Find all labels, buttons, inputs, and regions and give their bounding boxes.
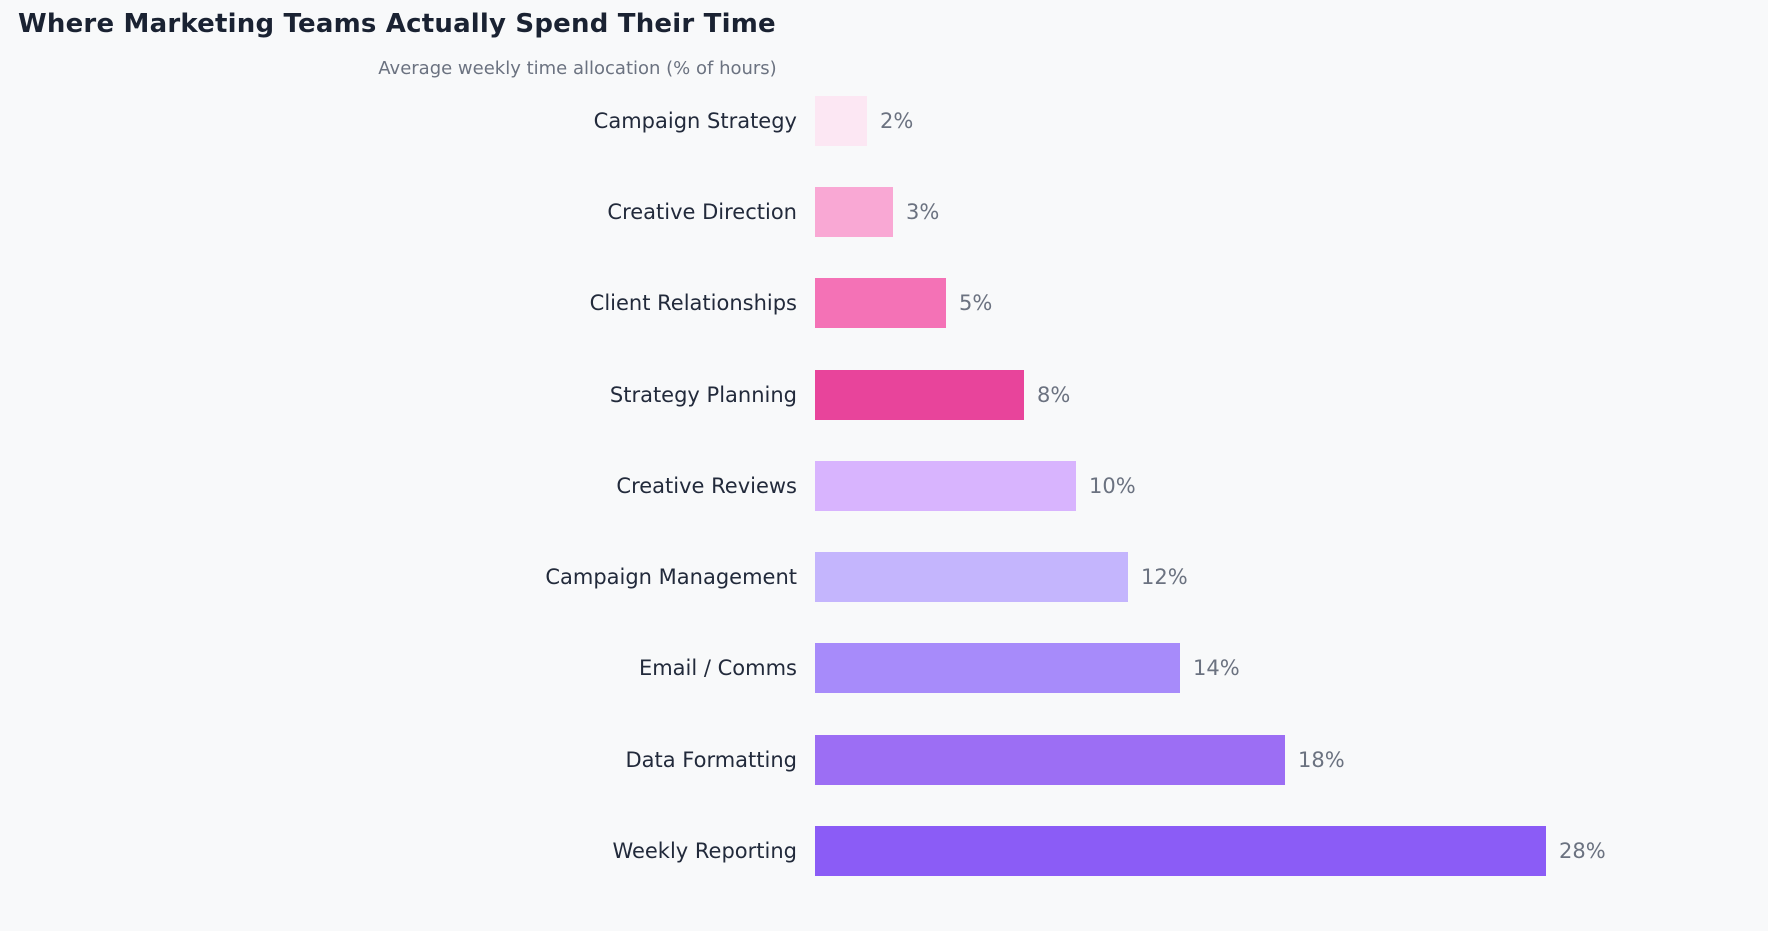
bar-area: 2% xyxy=(815,95,914,146)
category-label: Strategy Planning xyxy=(609,382,797,407)
chart-subtitle: Average weekly time allocation (% of hou… xyxy=(378,58,777,79)
bar-area: 14% xyxy=(815,643,1240,694)
bar xyxy=(815,95,867,146)
bar xyxy=(815,369,1024,420)
bar-area: 28% xyxy=(815,826,1606,877)
bar-row: Data Formatting 18% xyxy=(0,714,1768,805)
bar xyxy=(815,278,946,329)
bar-row: Client Relationships 5% xyxy=(0,258,1768,349)
bar xyxy=(815,186,893,237)
category-label: Creative Reviews xyxy=(616,473,797,498)
bar-area: 10% xyxy=(815,460,1136,511)
bar xyxy=(815,552,1128,603)
category-label: Client Relationships xyxy=(589,291,797,316)
bar xyxy=(815,643,1180,694)
bar-row: Email / Comms 14% xyxy=(0,623,1768,714)
value-label: 28% xyxy=(1559,839,1606,864)
category-label: Weekly Reporting xyxy=(612,839,797,864)
bar-area: 12% xyxy=(815,552,1188,603)
category-label: Data Formatting xyxy=(625,747,797,772)
bar-row: Campaign Strategy 2% xyxy=(0,75,1768,166)
bar xyxy=(815,826,1546,877)
bar-chart: Campaign Strategy 2% Creative Direction … xyxy=(0,75,1768,897)
value-label: 3% xyxy=(906,199,940,224)
bar-row: Strategy Planning 8% xyxy=(0,349,1768,440)
bar xyxy=(815,734,1285,785)
bar-row: Weekly Reporting 28% xyxy=(0,805,1768,896)
category-label: Campaign Strategy xyxy=(593,108,797,133)
value-label: 18% xyxy=(1298,747,1345,772)
value-label: 14% xyxy=(1193,656,1240,681)
bar xyxy=(815,460,1076,511)
value-label: 8% xyxy=(1037,382,1071,407)
bar-row: Campaign Management 12% xyxy=(0,531,1768,622)
category-label: Campaign Management xyxy=(545,565,797,590)
value-label: 10% xyxy=(1089,473,1136,498)
bar-area: 8% xyxy=(815,369,1071,420)
bar-row: Creative Reviews 10% xyxy=(0,440,1768,531)
category-label: Email / Comms xyxy=(638,656,797,681)
value-label: 5% xyxy=(959,291,993,316)
value-label: 12% xyxy=(1141,565,1188,590)
value-label: 2% xyxy=(880,108,914,133)
bar-area: 3% xyxy=(815,186,940,237)
bar-area: 18% xyxy=(815,734,1345,785)
category-label: Creative Direction xyxy=(607,199,797,224)
chart-title: Where Marketing Teams Actually Spend The… xyxy=(18,9,776,39)
bar-area: 5% xyxy=(815,278,993,329)
bar-row: Creative Direction 3% xyxy=(0,166,1768,257)
